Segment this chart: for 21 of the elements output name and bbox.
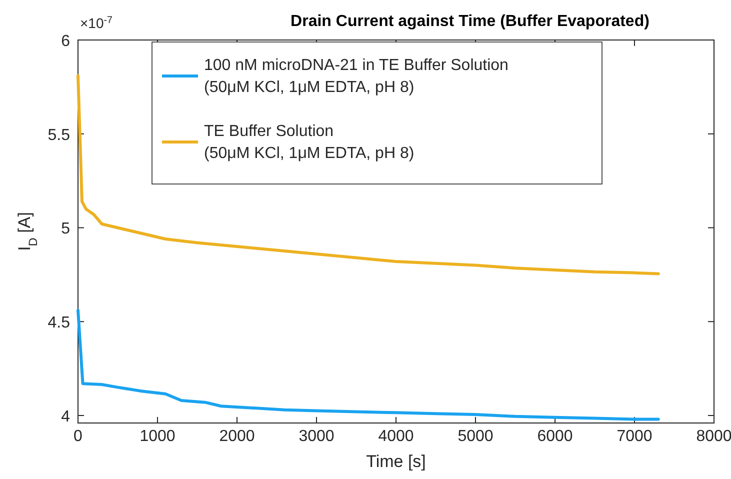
x-tick-label: 5000 bbox=[458, 428, 494, 445]
chart-title: Drain Current against Time (Buffer Evaporated) bbox=[290, 13, 650, 30]
x-tick-label: 8000 bbox=[696, 428, 731, 445]
x-tick-label: 3000 bbox=[298, 428, 334, 445]
x-tick-label: 2000 bbox=[219, 428, 255, 445]
line-series bbox=[76, 74, 660, 276]
x-tick-label: 0 bbox=[74, 428, 83, 445]
x-tick-label: 6000 bbox=[537, 428, 573, 445]
legend-label: 100 nM microDNA-21 in TE Buffer Solution (50μM KCl, 1μM EDTA, pH 8) bbox=[204, 57, 508, 96]
y-tick-label: 6 bbox=[61, 33, 70, 50]
x-tick-label: 4000 bbox=[378, 428, 414, 445]
x-axis-title: Time [s] bbox=[366, 452, 426, 471]
x-tick-label: 1000 bbox=[140, 428, 176, 445]
text: ×10$^{-7}$ bbox=[80, 14, 112, 31]
y-tick-label: 4.5 bbox=[48, 314, 70, 332]
x-tick-label: 7000 bbox=[616, 428, 652, 445]
y-tick-label: 4 bbox=[61, 408, 70, 426]
line-series bbox=[76, 308, 660, 421]
y-tick-label: 5.5 bbox=[48, 126, 70, 144]
legend-label: TE Buffer Solution (50μM KCl, 1μM EDTA, pH 8) bbox=[204, 123, 414, 162]
y-tick-label: 5 bbox=[61, 220, 70, 238]
